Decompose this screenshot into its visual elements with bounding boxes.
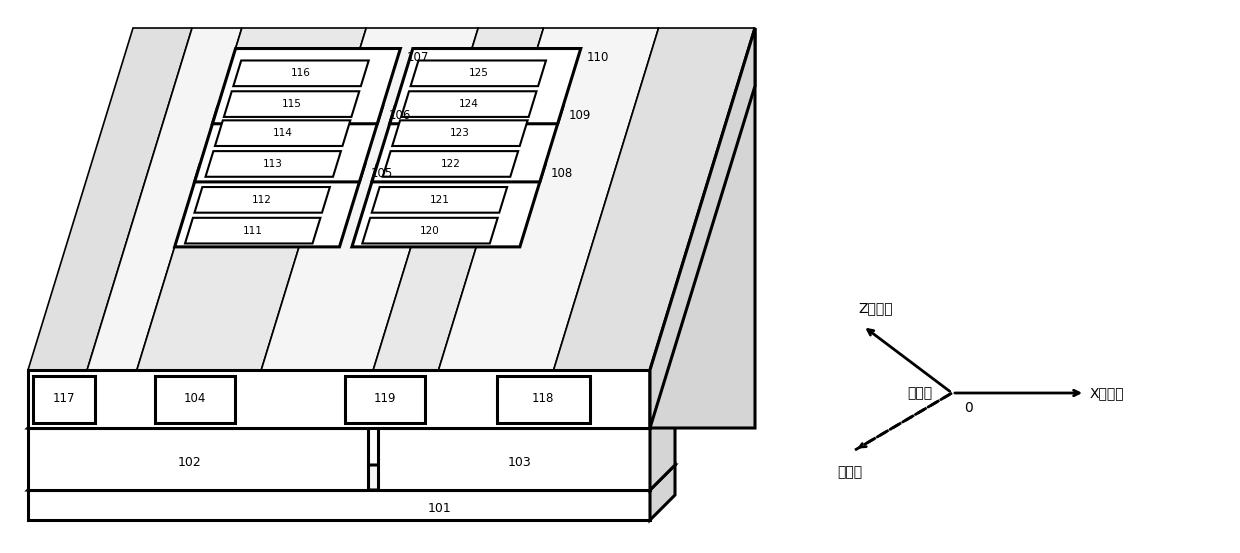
Polygon shape xyxy=(345,376,425,423)
Text: 108: 108 xyxy=(551,167,573,180)
Polygon shape xyxy=(206,151,341,177)
Polygon shape xyxy=(383,151,518,177)
Text: 106: 106 xyxy=(388,108,410,122)
Polygon shape xyxy=(650,403,675,490)
Polygon shape xyxy=(175,165,365,247)
Text: 112: 112 xyxy=(252,195,272,205)
Polygon shape xyxy=(29,28,192,370)
Polygon shape xyxy=(262,28,479,370)
Polygon shape xyxy=(410,60,546,86)
Polygon shape xyxy=(352,165,546,247)
Polygon shape xyxy=(372,187,507,213)
Polygon shape xyxy=(195,187,330,213)
Polygon shape xyxy=(155,376,236,423)
Text: （左）: （左） xyxy=(906,386,932,400)
Text: 123: 123 xyxy=(450,128,470,138)
Polygon shape xyxy=(497,376,590,423)
Text: 104: 104 xyxy=(184,393,206,405)
Text: 120: 120 xyxy=(420,226,440,236)
Text: 111: 111 xyxy=(243,226,263,236)
Polygon shape xyxy=(392,121,527,146)
Text: 116: 116 xyxy=(291,69,311,79)
Polygon shape xyxy=(29,370,650,428)
Text: 0: 0 xyxy=(963,401,972,415)
Polygon shape xyxy=(650,28,755,428)
Text: 113: 113 xyxy=(263,159,283,169)
Polygon shape xyxy=(362,218,497,243)
Polygon shape xyxy=(372,107,563,182)
Polygon shape xyxy=(373,28,543,370)
Text: 119: 119 xyxy=(373,393,397,405)
Polygon shape xyxy=(402,91,537,117)
Text: 125: 125 xyxy=(469,69,489,79)
Polygon shape xyxy=(233,60,368,86)
Text: 114: 114 xyxy=(273,128,293,138)
Polygon shape xyxy=(29,428,368,490)
Text: 103: 103 xyxy=(508,456,532,468)
Text: X（右）: X（右） xyxy=(1090,386,1125,400)
Polygon shape xyxy=(87,28,242,370)
Text: 105: 105 xyxy=(371,167,393,180)
Polygon shape xyxy=(136,28,366,370)
Text: 115: 115 xyxy=(281,99,301,109)
Polygon shape xyxy=(212,49,401,124)
Polygon shape xyxy=(378,428,650,490)
Polygon shape xyxy=(29,403,393,428)
Polygon shape xyxy=(439,28,658,370)
Text: 102: 102 xyxy=(179,456,202,468)
Polygon shape xyxy=(650,465,675,520)
Polygon shape xyxy=(195,107,382,182)
Text: 101: 101 xyxy=(428,502,451,514)
Text: 122: 122 xyxy=(440,159,460,169)
Polygon shape xyxy=(33,376,95,423)
Text: 110: 110 xyxy=(587,50,609,64)
Polygon shape xyxy=(650,28,755,428)
Text: 124: 124 xyxy=(459,99,479,109)
Polygon shape xyxy=(29,465,675,490)
Polygon shape xyxy=(185,218,320,243)
Text: 107: 107 xyxy=(407,50,429,64)
Polygon shape xyxy=(224,91,360,117)
Polygon shape xyxy=(553,28,755,370)
Text: 109: 109 xyxy=(569,108,591,122)
Text: 117: 117 xyxy=(53,393,76,405)
Polygon shape xyxy=(29,490,650,520)
Text: 121: 121 xyxy=(429,195,449,205)
Text: Z（上）: Z（上） xyxy=(858,301,893,315)
Polygon shape xyxy=(378,403,675,428)
Polygon shape xyxy=(215,121,351,146)
Polygon shape xyxy=(389,49,580,124)
Text: 118: 118 xyxy=(532,393,554,405)
Text: （下）: （下） xyxy=(837,465,863,479)
